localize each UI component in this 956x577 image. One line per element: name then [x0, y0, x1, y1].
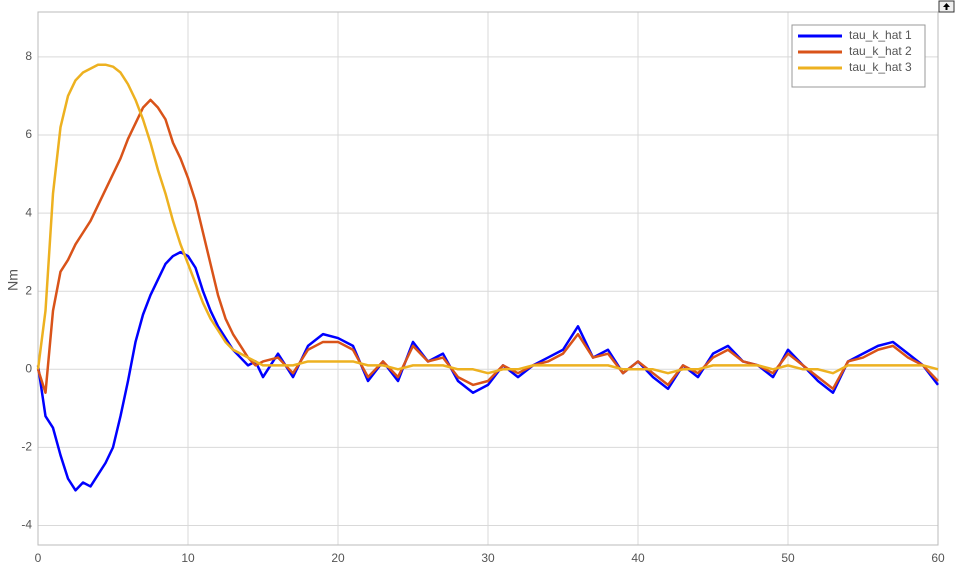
- legend-label: tau_k_hat 2: [849, 44, 912, 58]
- y-tick-label: 4: [25, 205, 32, 219]
- y-tick-label: 0: [25, 361, 32, 375]
- x-tick-label: 50: [781, 551, 795, 565]
- x-tick-label: 40: [631, 551, 645, 565]
- y-tick-label: 2: [25, 283, 32, 297]
- y-tick-label: 8: [25, 49, 32, 63]
- y-tick-label: -2: [21, 440, 32, 454]
- x-tick-label: 20: [331, 551, 345, 565]
- series-line: [36, 98, 939, 394]
- x-tick-label: 60: [931, 551, 945, 565]
- y-axis-label: Nm: [5, 269, 21, 291]
- y-tick-label: 6: [25, 127, 32, 141]
- y-tick-label: -4: [21, 518, 32, 532]
- series-line: [36, 63, 939, 375]
- scope-icon: [943, 3, 950, 10]
- x-tick-label: 30: [481, 551, 495, 565]
- legend-label: tau_k_hat 1: [849, 28, 912, 42]
- x-tick-label: 0: [35, 551, 42, 565]
- legend-label: tau_k_hat 3: [849, 60, 912, 74]
- x-tick-label: 10: [181, 551, 195, 565]
- plot-border: [37, 11, 939, 546]
